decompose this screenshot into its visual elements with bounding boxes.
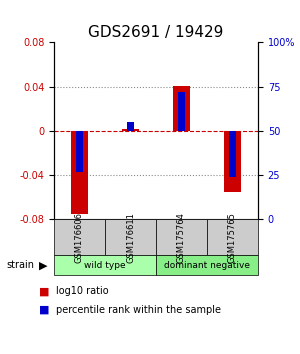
Text: GSM176606: GSM176606 bbox=[75, 212, 84, 263]
Bar bbox=[230, 131, 236, 177]
Bar bbox=[178, 92, 184, 131]
Bar bbox=[70, 131, 88, 214]
Text: log10 ratio: log10 ratio bbox=[56, 286, 108, 296]
Text: GSM175765: GSM175765 bbox=[228, 212, 237, 263]
Text: ■: ■ bbox=[39, 286, 50, 296]
Text: wild type: wild type bbox=[84, 261, 126, 270]
Text: GSM175764: GSM175764 bbox=[177, 212, 186, 263]
Text: GSM176611: GSM176611 bbox=[126, 212, 135, 263]
Text: percentile rank within the sample: percentile rank within the sample bbox=[56, 305, 220, 315]
Text: strain: strain bbox=[6, 260, 34, 270]
Text: dominant negative: dominant negative bbox=[164, 261, 250, 270]
Bar bbox=[128, 122, 134, 131]
Title: GDS2691 / 19429: GDS2691 / 19429 bbox=[88, 25, 224, 40]
Bar bbox=[224, 131, 242, 192]
Text: ▶: ▶ bbox=[39, 260, 47, 270]
Text: ■: ■ bbox=[39, 305, 50, 315]
Bar bbox=[172, 86, 190, 131]
Bar bbox=[122, 129, 140, 131]
Bar bbox=[76, 131, 82, 172]
